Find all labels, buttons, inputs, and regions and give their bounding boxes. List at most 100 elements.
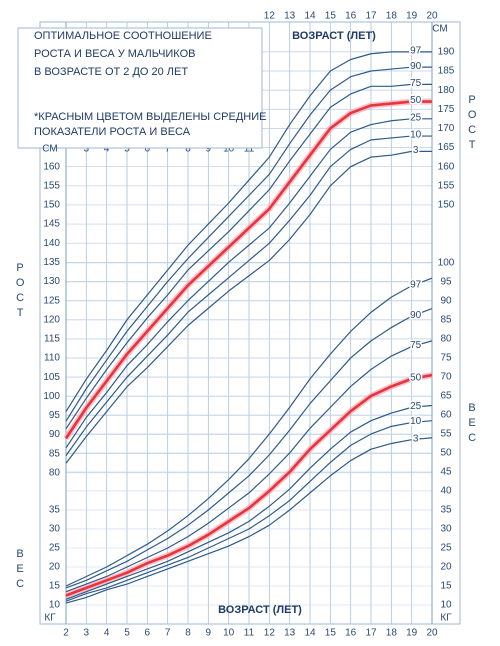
x-tick-label: 18	[386, 628, 398, 639]
curve-label: 25	[410, 401, 422, 412]
x-tick-label: 17	[365, 628, 377, 639]
y-tick-label: 85	[49, 448, 61, 459]
y2-tick-label: 90	[440, 296, 452, 307]
x-tick-label: 5	[124, 144, 130, 155]
y2-tick-label: 15	[440, 581, 452, 592]
x-tick-label: 5	[124, 628, 130, 639]
y2-axis-label: ВЕС	[466, 402, 478, 447]
x-tick-label: 8	[185, 144, 191, 155]
curves	[63, 51, 433, 604]
y2-tick-label: 50	[440, 448, 452, 459]
curve-label: 25	[410, 112, 422, 123]
y-tick-label: 180	[438, 85, 455, 96]
x-tick-label: 13	[284, 11, 296, 22]
y-tick-label: 160	[43, 161, 60, 172]
y2-tick-label: 10	[49, 600, 61, 611]
x-tick-label: 20	[426, 11, 438, 22]
curve	[65, 437, 433, 604]
x-tick-label: 4	[104, 144, 110, 155]
curve-label: 3	[413, 145, 419, 156]
x-tick-label: 16	[345, 11, 357, 22]
x-tick-label: 20	[426, 628, 438, 639]
x-tick-label: 13	[284, 628, 296, 639]
y-tick-label: 115	[44, 334, 60, 345]
curve-label: 75	[410, 340, 422, 351]
curve-label: 50	[410, 95, 422, 106]
title-line: РОСТА И ВЕСА У МАЛЬЧИКОВ	[34, 48, 196, 60]
y-unit: СМ	[432, 24, 447, 35]
y-tick-label: 135	[43, 257, 60, 268]
y-tick-label: 185	[438, 66, 455, 77]
curve	[65, 83, 432, 430]
y-tick-label: 165	[438, 142, 455, 153]
y-tick-label: 100	[43, 391, 60, 402]
curve	[65, 307, 433, 589]
y-tick-label: 150	[43, 200, 60, 211]
note-line: *КРАСНЫМ ЦВЕТОМ ВЫДЕЛЕНЫ СРЕДНИЕ	[34, 111, 266, 123]
curve-label: 97	[410, 279, 422, 290]
y2-tick-label: 70	[440, 372, 452, 383]
x-tick-label: 11	[244, 628, 255, 639]
y-tick-label: 130	[43, 276, 60, 287]
y2-tick-label: 100	[438, 258, 455, 269]
curve	[65, 420, 433, 602]
y-tick-label: 170	[438, 123, 455, 134]
curve-label: 10	[410, 130, 422, 141]
y-tick-label: 125	[43, 295, 60, 306]
title-box	[17, 27, 263, 149]
y-tick-label: 105	[43, 372, 60, 383]
y2-tick-label: 35	[440, 505, 452, 516]
y2-tick-label: 20	[440, 562, 452, 573]
x-tick-label: 6	[145, 628, 151, 639]
curve-label: 90	[410, 61, 422, 72]
y-tick-label: 190	[438, 46, 455, 57]
y2-tick-label: 25	[49, 543, 61, 554]
x-tick-label: 9	[206, 144, 212, 155]
x-tick-label: 18	[386, 11, 398, 22]
y2-tick-label: 30	[49, 524, 61, 535]
y2-tick-label: 25	[440, 543, 452, 554]
y2-tick-label: 80	[440, 334, 452, 345]
y-tick-label: 145	[43, 219, 60, 230]
labels: 2 334455667788991010111112121313141415151…	[43, 11, 454, 639]
y2-tick-label: 65	[440, 391, 452, 402]
y2-tick-label: 20	[49, 562, 61, 573]
x-tick-label: 7	[165, 628, 171, 639]
curve-label: 50	[410, 373, 422, 384]
curve	[65, 404, 433, 600]
x-tick-label: 19	[406, 11, 418, 22]
x-tick-label: 7	[165, 144, 171, 155]
y-tick-label: 110	[44, 353, 60, 364]
x-tick-label: 19	[406, 628, 418, 639]
x-tick-label: 14	[304, 628, 316, 639]
curve	[65, 340, 433, 593]
x-tick-label: 16	[345, 628, 357, 639]
curve	[65, 118, 432, 449]
curve-label: 97	[410, 45, 422, 56]
curve	[64, 100, 432, 440]
curve-label: 3	[413, 433, 419, 444]
curve-label: 10	[410, 416, 422, 427]
plot-frame	[39, 21, 461, 625]
y-tick-label: 90	[49, 429, 61, 440]
y2-tick-label: 40	[440, 486, 452, 497]
y-tick-label: 120	[43, 314, 60, 325]
y2-tick-label: 95	[440, 277, 452, 288]
y-tick-label: 160	[438, 161, 455, 172]
y-tick-label: 140	[43, 238, 60, 249]
y-axis-label: РОСТ	[466, 94, 478, 154]
y2-tick-label: 15	[49, 581, 61, 592]
y-unit: СМ	[42, 144, 57, 155]
title-line: ОПТИМАЛЬНОЕ СООТНОШЕНИЕ	[34, 30, 212, 42]
curve-label: 90	[410, 310, 422, 321]
y-tick-label: 155	[43, 180, 60, 191]
curve	[65, 150, 432, 464]
y2-tick-label: 55	[440, 429, 452, 440]
x-tick-label: 17	[365, 11, 377, 22]
y2-unit: КГ	[44, 613, 56, 624]
y-tick-label: 155	[438, 180, 455, 191]
x-tick-label: 15	[325, 11, 337, 22]
y2-tick-label: 35	[49, 505, 61, 516]
y2-unit: КГ	[440, 613, 452, 624]
curve	[65, 135, 432, 456]
